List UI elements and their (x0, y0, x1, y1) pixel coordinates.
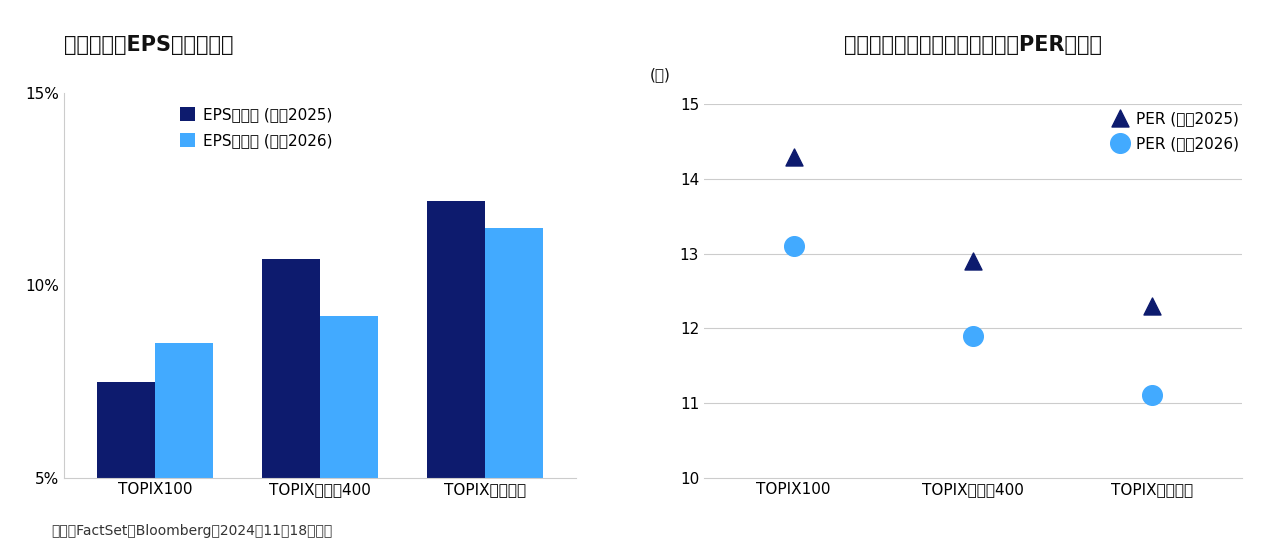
Bar (320, 316, 378, 549)
Bar (485, 228, 543, 549)
Text: (倍): (倍) (650, 67, 671, 82)
PER (暦年2025) (1142, 301, 1162, 310)
PER (暦年2026) (1142, 391, 1162, 400)
PER (暦年2025) (783, 152, 804, 161)
Text: 企業規模別バリュエーション（PER）比較: 企業規模別バリュエーション（PER）比較 (844, 35, 1102, 55)
Legend: EPS成長率 (暦年2025), EPS成長率 (暦年2026): EPS成長率 (暦年2025), EPS成長率 (暦年2026) (174, 101, 339, 154)
Bar (155, 343, 212, 549)
PER (暦年2026) (963, 332, 983, 340)
Bar (428, 201, 485, 549)
Bar (97, 382, 155, 549)
Text: 企業規模別EPS成長率比較: 企業規模別EPS成長率比較 (64, 35, 233, 55)
Bar (262, 259, 320, 549)
PER (暦年2026) (783, 242, 804, 250)
Legend: PER (暦年2025), PER (暦年2026): PER (暦年2025), PER (暦年2026) (1107, 104, 1244, 158)
Text: 出所：FactSet、Bloomberg　2024年11月18日現在: 出所：FactSet、Bloomberg 2024年11月18日現在 (51, 524, 333, 538)
PER (暦年2025) (963, 257, 983, 266)
